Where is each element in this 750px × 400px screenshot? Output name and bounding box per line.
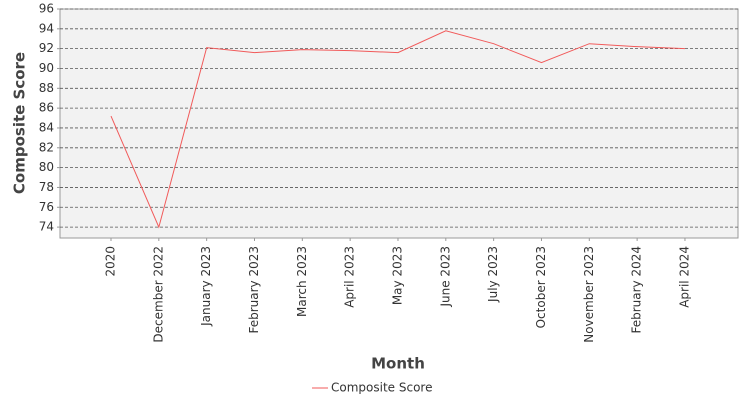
x-tick-label: November 2023 — [582, 246, 596, 343]
y-axis-title: Composite Score — [11, 52, 29, 194]
plot-area — [59, 8, 739, 239]
y-tick-label: 78 — [39, 180, 54, 194]
data-line — [110, 30, 685, 229]
x-tick-label: October 2023 — [534, 246, 548, 328]
y-tick-label: 94 — [39, 21, 54, 35]
x-tick-label: May 2023 — [390, 246, 404, 305]
x-tick-label: March 2023 — [295, 246, 309, 317]
x-tick-label: January 2023 — [199, 246, 213, 327]
y-tick-label: 86 — [39, 101, 54, 115]
y-tick-label: 90 — [39, 61, 54, 75]
x-tick-label: 2020 — [104, 246, 118, 277]
y-tick-label: 92 — [39, 41, 54, 55]
x-tick-label: April 2024 — [677, 246, 691, 308]
x-tick-label: February 2023 — [247, 246, 261, 334]
y-tick-label: 84 — [39, 120, 54, 134]
y-tick-label: 74 — [39, 220, 54, 234]
y-tick-label: 80 — [39, 160, 54, 174]
x-tick-label: July 2023 — [486, 246, 500, 303]
x-tick-label: December 2022 — [151, 246, 165, 343]
x-tick-label: April 2023 — [343, 246, 357, 308]
legend-label: Composite Score — [331, 381, 432, 395]
y-tick-label: 82 — [39, 140, 54, 154]
y-tick-label: 88 — [39, 81, 54, 95]
y-tick-label: 76 — [39, 200, 54, 214]
y-tick-label: 96 — [39, 2, 54, 16]
x-tick-label: February 2024 — [630, 246, 644, 334]
x-axis-title: Month — [371, 355, 425, 373]
x-tick-label: June 2023 — [438, 246, 452, 308]
